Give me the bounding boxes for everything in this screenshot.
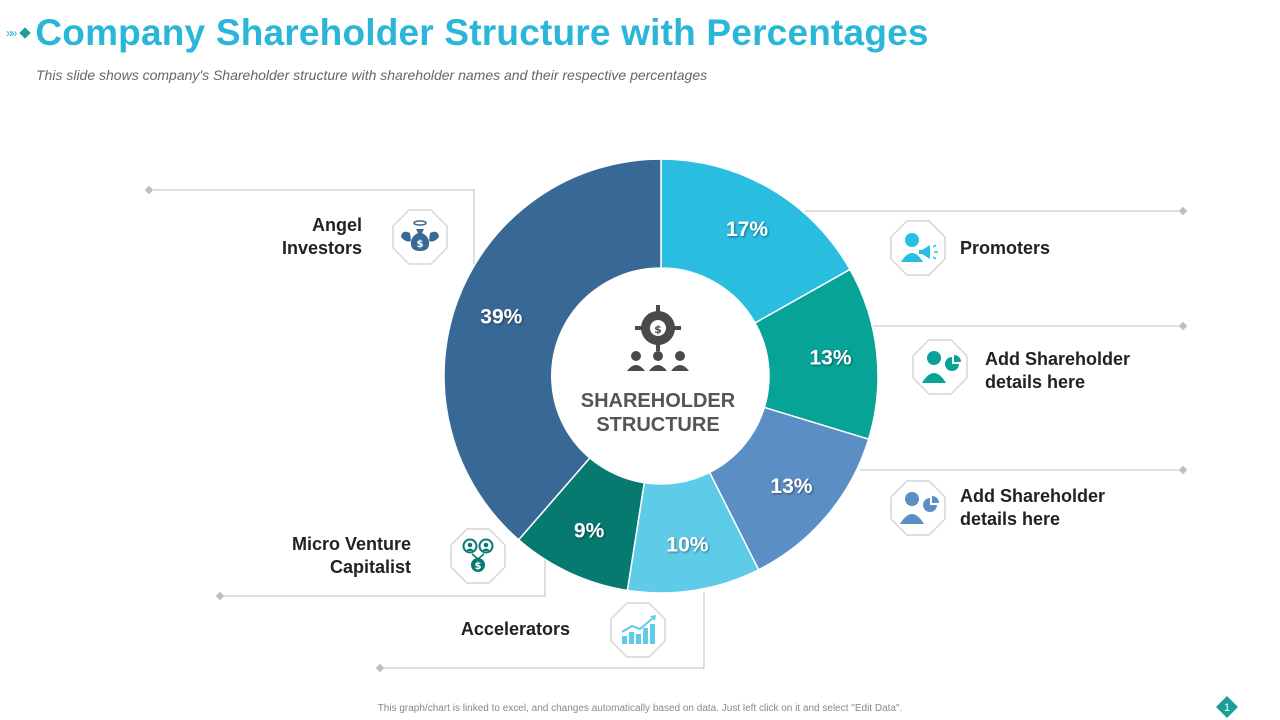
segment-label-angel-investors: 39% xyxy=(480,305,522,328)
businessman-chart-icon xyxy=(912,339,968,395)
callout-micro-venture-capitalist: Micro Venture Capitalist xyxy=(240,533,411,579)
callout-shareholder-1: Add Shareholder details here xyxy=(985,348,1130,394)
marker-angel xyxy=(144,185,154,195)
svg-text:$: $ xyxy=(654,323,662,336)
callout-shareholder-1-line1: Add Shareholder xyxy=(985,349,1131,369)
donut-segment-labels: 17% 13% 13% 10% 9% 39% xyxy=(480,218,852,557)
callout-shareholder-2-line2: details here xyxy=(960,509,1061,529)
angel-money-bag-icon: $ xyxy=(392,209,448,265)
callout-shareholder-2-line1: Add Shareholder xyxy=(960,486,1106,506)
segment-label-shareholder-2: 13% xyxy=(770,475,812,498)
businessman-chart-icon xyxy=(890,480,946,536)
center-label-line2: STRUCTURE xyxy=(596,414,719,436)
chevron-icon: »» xyxy=(6,26,17,40)
marker-shareholder-1 xyxy=(1178,321,1188,331)
page-number: 1 xyxy=(1224,702,1230,714)
callout-mvc-line2: Capitalist xyxy=(329,557,411,577)
callout-mvc-line1: Micro Venture xyxy=(291,534,411,554)
segment-label-promoters: 17% xyxy=(726,218,768,241)
page-subtitle: This slide shows company's Shareholder s… xyxy=(36,67,708,83)
connector-accelerators xyxy=(380,592,705,669)
page-number-badge: 1 xyxy=(1216,696,1238,718)
dollar-target-people-icon: $ xyxy=(627,305,689,371)
marker-mvc xyxy=(215,591,225,601)
donut-segment-promoters xyxy=(660,158,852,324)
marker-accelerators xyxy=(375,663,385,673)
callout-angel-line2: Investors xyxy=(281,238,362,258)
promoter-megaphone-icon xyxy=(890,220,946,276)
connector-mvc xyxy=(220,558,546,597)
svg-text:$: $ xyxy=(475,561,482,572)
callout-shareholder-2: Add Shareholder details here xyxy=(960,485,1105,531)
marker-shareholder-2 xyxy=(1178,465,1188,475)
segment-label-accelerators: 10% xyxy=(666,533,708,556)
footer-note: This graph/chart is linked to excel, and… xyxy=(377,703,903,714)
callout-promoters: Promoters xyxy=(960,238,1051,258)
donut-center xyxy=(551,268,767,484)
callout-shareholder-1-line2: details here xyxy=(985,372,1086,392)
growth-chart-icon xyxy=(610,602,666,658)
callout-angel-investors: Angel Investors xyxy=(220,214,362,260)
callout-accelerators: Accelerators xyxy=(460,619,570,639)
marker-promoters xyxy=(1178,206,1188,216)
header: »» Company Shareholder Structure with Pe… xyxy=(6,12,929,54)
connector-lines xyxy=(149,189,1183,669)
donut-segments xyxy=(443,158,879,594)
page-title: Company Shareholder Structure with Perce… xyxy=(35,12,929,53)
segment-label-micro-venture-capitalist: 9% xyxy=(574,520,605,543)
segment-label-shareholder-1: 13% xyxy=(809,346,851,369)
center-label-line1: SHAREHOLDER xyxy=(581,390,736,412)
connector-angel xyxy=(149,189,475,270)
svg-text:$: $ xyxy=(417,239,424,250)
callout-angel-line1: Angel xyxy=(311,215,362,235)
investors-dollar-icon: $ xyxy=(450,528,506,584)
